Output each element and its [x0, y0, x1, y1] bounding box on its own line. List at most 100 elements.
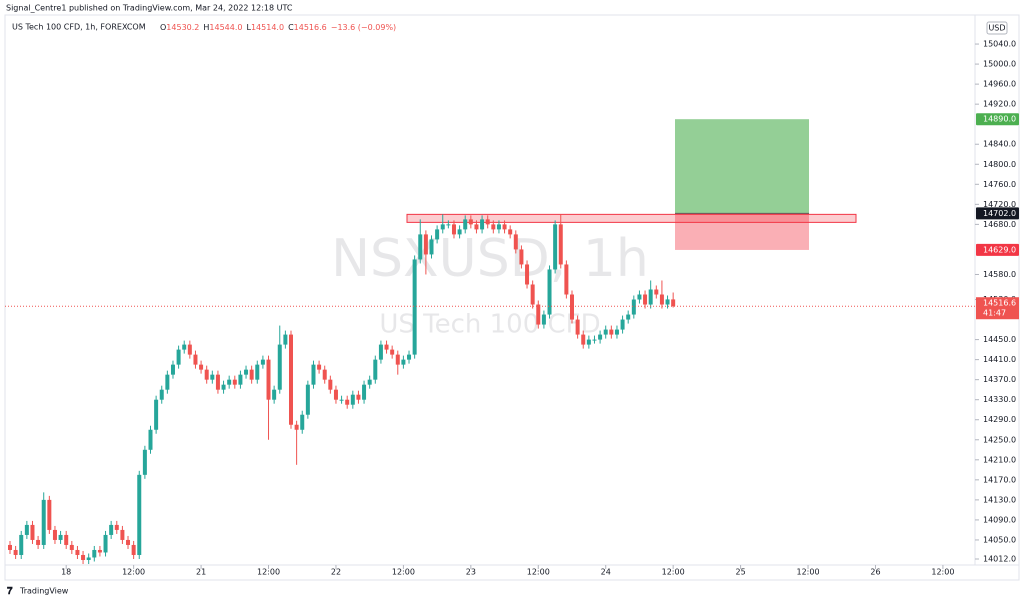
profit-zone	[675, 119, 809, 214]
candle-body	[41, 499, 46, 545]
candle-body	[468, 219, 473, 225]
published-note: Signal_Centre1 published on TradingView.…	[6, 4, 293, 13]
y-tick-label: 14290.0	[983, 415, 1016, 424]
currency: USD	[988, 24, 1005, 33]
candle-body	[614, 329, 619, 335]
candle-body	[401, 359, 406, 365]
candle-body	[362, 384, 367, 400]
ohlc-value: 14530.2	[166, 23, 199, 32]
x-tick-label: 24	[601, 568, 611, 577]
y-tick-label: 14680.0	[983, 220, 1016, 229]
candle-body	[525, 264, 530, 285]
candle-body	[519, 249, 524, 265]
candle-body	[412, 259, 417, 355]
candle-body	[294, 424, 299, 430]
candle-body	[182, 344, 187, 350]
level-badge	[976, 207, 1019, 220]
candle-body	[109, 524, 114, 535]
candle-body	[52, 529, 57, 540]
candle-body	[384, 344, 389, 350]
y-tick-label: 14170.0	[983, 475, 1016, 484]
candle-body	[92, 549, 97, 558]
candle-body	[137, 474, 142, 555]
ohlc-key: H	[203, 23, 209, 32]
x-tick-label: 12:00	[122, 568, 145, 577]
candle-body	[13, 549, 18, 555]
candle-body	[215, 374, 220, 390]
candle-body	[227, 379, 232, 385]
ohlc-legend: O14530.2 H14544.0 L14514.0 C14516.6 −13.6 (−…	[160, 23, 396, 32]
candle-body	[418, 234, 423, 260]
candle-body	[671, 299, 676, 307]
candle-body	[311, 364, 316, 385]
candle-body	[480, 219, 485, 230]
candle-body	[8, 544, 12, 550]
candle-body	[255, 364, 260, 380]
candle-body	[513, 234, 518, 250]
candle-body	[317, 364, 322, 370]
y-tick-label: 14050.0	[983, 535, 1016, 544]
candle-body	[575, 319, 580, 335]
logo-mark: 𝟕	[7, 586, 13, 597]
candle-body	[435, 229, 440, 240]
level-label: 14890.0	[983, 115, 1016, 124]
ohlc-key: O	[160, 23, 166, 32]
candle-body	[457, 229, 462, 235]
candle-body	[305, 384, 310, 415]
candle-body	[558, 224, 563, 265]
candle-body	[210, 374, 215, 380]
candle-body	[485, 219, 490, 225]
x-tick-label: 12:00	[392, 568, 415, 577]
x-tick-label: 22	[331, 568, 341, 577]
candle-body	[36, 539, 41, 545]
candle-body	[114, 524, 119, 530]
candle-body	[620, 319, 625, 330]
y-tick-label: 14760.0	[983, 180, 1016, 189]
ohlc-key: C	[288, 23, 294, 32]
candle-body	[165, 374, 170, 390]
y-tick-label: 14210.0	[983, 455, 1016, 464]
candle-body	[423, 234, 428, 255]
candle-body	[508, 229, 513, 235]
candle-body	[631, 299, 636, 315]
x-tick-label: 12:00	[797, 568, 820, 577]
last-price-label: 14516.6	[983, 299, 1016, 308]
candle-body	[148, 429, 153, 450]
candle-body	[541, 314, 546, 325]
y-tick-label: 14960.0	[983, 80, 1016, 89]
candle-body	[356, 394, 361, 400]
candle-body	[170, 364, 175, 375]
candle-body	[536, 304, 541, 325]
candle-body	[581, 334, 586, 345]
candle-body	[339, 399, 344, 401]
y-tick-label: 15040.0	[983, 40, 1016, 49]
candle-body	[103, 534, 108, 553]
candle-body	[626, 314, 631, 320]
candle-body	[24, 524, 29, 535]
last-price-box	[976, 297, 1019, 320]
candle-body	[249, 369, 254, 380]
x-tick-label: 25	[736, 568, 746, 577]
symbol-label: US Tech 100 CFD, 1h, FOREXCOM	[12, 23, 146, 32]
candle-body	[502, 224, 507, 230]
candle-body	[592, 339, 597, 341]
candle-body	[648, 289, 653, 305]
y-tick-label: 14920.0	[983, 100, 1016, 109]
x-tick-label: 23	[466, 568, 476, 577]
candle-body	[244, 369, 249, 375]
candle-body	[367, 379, 372, 385]
candle-body	[547, 269, 552, 315]
y-tick-label: 14250.0	[983, 435, 1016, 444]
y-tick-label: 14720.0	[983, 200, 1016, 209]
x-tick-label: 12:00	[662, 568, 685, 577]
candle-body	[390, 349, 395, 355]
x-tick-label: 12:00	[527, 568, 550, 577]
candle-body	[496, 224, 501, 230]
candle-body	[131, 544, 136, 555]
candle-body	[603, 329, 608, 335]
currency-box	[986, 21, 1008, 35]
candle-body	[586, 339, 591, 345]
candle-body	[193, 354, 198, 365]
candle-body	[333, 389, 338, 400]
